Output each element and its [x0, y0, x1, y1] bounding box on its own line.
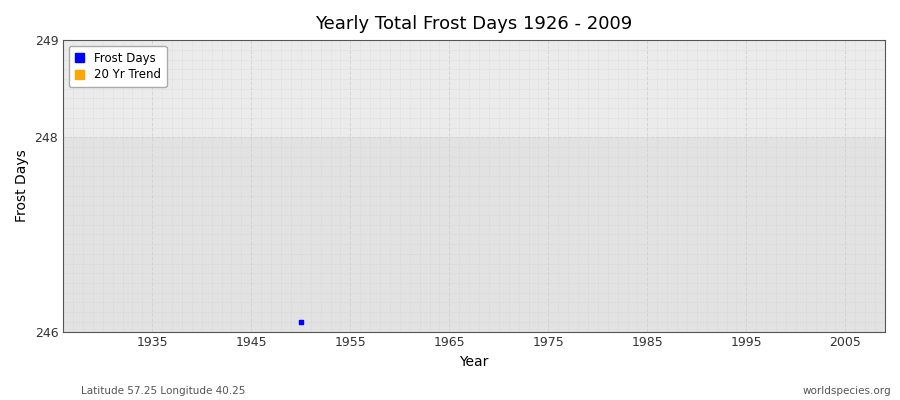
Text: Latitude 57.25 Longitude 40.25: Latitude 57.25 Longitude 40.25: [81, 386, 246, 396]
Text: worldspecies.org: worldspecies.org: [803, 386, 891, 396]
Y-axis label: Frost Days: Frost Days: [15, 150, 29, 222]
Legend: Frost Days, 20 Yr Trend: Frost Days, 20 Yr Trend: [69, 46, 166, 87]
Title: Yearly Total Frost Days 1926 - 2009: Yearly Total Frost Days 1926 - 2009: [316, 15, 633, 33]
Point: [293, 319, 308, 325]
Bar: [63, 40, 885, 137]
X-axis label: Year: Year: [459, 355, 489, 369]
Bar: [63, 137, 885, 332]
